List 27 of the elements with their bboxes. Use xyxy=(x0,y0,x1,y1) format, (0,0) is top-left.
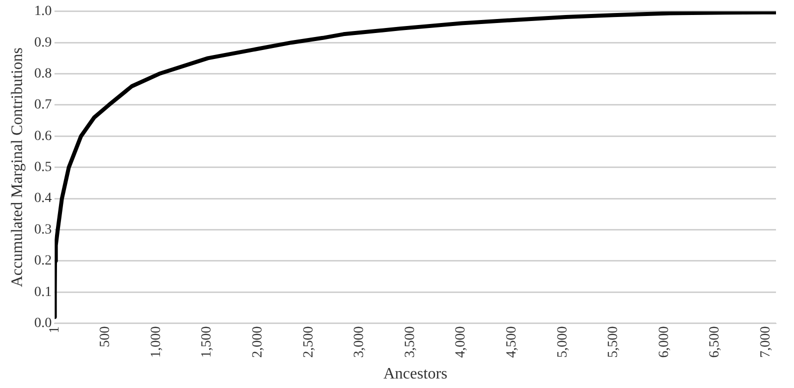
x-axis-title: Ancestors xyxy=(383,366,448,383)
x-tick-label: 1,500 xyxy=(200,326,215,358)
y-tick-label: 0.1 xyxy=(34,284,52,300)
x-tick-label: 3,000 xyxy=(352,326,368,358)
y-tick-label: 0.6 xyxy=(34,128,52,144)
x-tick-label: 6,000 xyxy=(656,326,672,358)
x-tick-label: 2,000 xyxy=(250,326,266,358)
x-tick-label: 5,000 xyxy=(555,326,570,358)
x-tick-label: 4,500 xyxy=(504,326,520,358)
y-tick-label: 0.5 xyxy=(34,160,52,176)
y-tick-label: 0.7 xyxy=(34,98,52,113)
x-tick-label: 1 xyxy=(47,326,62,334)
y-tick-label: 0.9 xyxy=(34,35,52,50)
y-tick-label: 0.2 xyxy=(34,254,52,269)
x-tick-label: 1,000 xyxy=(148,326,164,358)
y-tick-label: 0.4 xyxy=(34,191,52,206)
x-tick-label: 5,500 xyxy=(606,326,622,358)
x-tick-label: 6,500 xyxy=(708,326,723,358)
x-tick-label: 3,500 xyxy=(402,326,418,358)
x-tick-label: 500 xyxy=(98,326,114,348)
x-tick-label: 4,000 xyxy=(454,326,469,358)
x-tick-label: 2,500 xyxy=(301,326,316,358)
x-tick-label: 7,000 xyxy=(758,326,774,358)
y-tick-label: 0.3 xyxy=(34,222,52,238)
y-axis-title: Accumulated Marginal Contributions xyxy=(8,48,26,288)
y-tick-label: 1.0 xyxy=(34,4,52,20)
y-tick-label: 0.8 xyxy=(34,66,52,82)
